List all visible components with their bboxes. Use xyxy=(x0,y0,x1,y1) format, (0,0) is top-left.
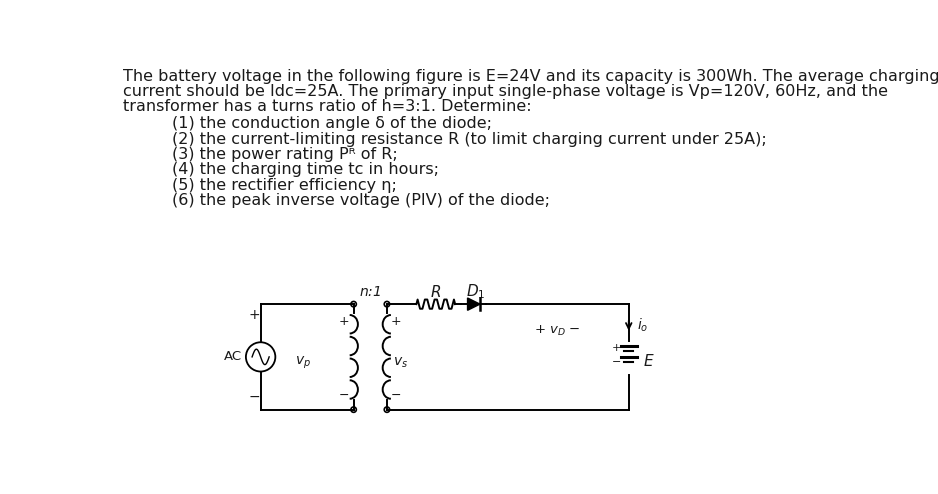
Polygon shape xyxy=(467,298,480,310)
Text: $D_1$: $D_1$ xyxy=(465,283,485,301)
Text: $v_p$: $v_p$ xyxy=(295,355,311,371)
Text: $E$: $E$ xyxy=(643,353,655,369)
Text: current should be Idc=25A. The primary input single-phase voltage is Vp=120V, 60: current should be Idc=25A. The primary i… xyxy=(124,84,888,99)
Text: +: + xyxy=(249,308,260,322)
Text: (6) the peak inverse voltage (PIV) of the diode;: (6) the peak inverse voltage (PIV) of th… xyxy=(172,193,550,208)
Text: $v_s$: $v_s$ xyxy=(393,356,408,370)
Text: +: + xyxy=(612,343,621,353)
Text: transformer has a turns ratio of h=3:1. Determine:: transformer has a turns ratio of h=3:1. … xyxy=(124,99,532,114)
Text: + $v_D$ −: + $v_D$ − xyxy=(534,324,581,338)
Text: $i_o$: $i_o$ xyxy=(637,317,648,334)
Text: (2) the current-limiting resistance R (to limit charging current under 25A);: (2) the current-limiting resistance R (t… xyxy=(172,132,766,147)
Text: +: + xyxy=(391,315,401,328)
Text: $n$:1: $n$:1 xyxy=(359,285,382,299)
Text: (5) the rectifier efficiency η;: (5) the rectifier efficiency η; xyxy=(172,178,397,193)
Text: (1) the conduction angle δ of the diode;: (1) the conduction angle δ of the diode; xyxy=(172,116,492,131)
Text: +: + xyxy=(339,315,350,328)
Text: The battery voltage in the following figure is E=24V and its capacity is 300Wh. : The battery voltage in the following fig… xyxy=(124,69,938,83)
Text: −: − xyxy=(612,357,621,367)
Text: −: − xyxy=(249,390,260,404)
Text: −: − xyxy=(339,388,350,402)
Text: (4) the charging time tc in hours;: (4) the charging time tc in hours; xyxy=(172,163,438,177)
Text: $R$: $R$ xyxy=(431,284,442,300)
Text: AC: AC xyxy=(224,350,242,364)
Text: −: − xyxy=(391,388,401,402)
Text: (3) the power rating Pᴿ of R;: (3) the power rating Pᴿ of R; xyxy=(172,147,398,162)
